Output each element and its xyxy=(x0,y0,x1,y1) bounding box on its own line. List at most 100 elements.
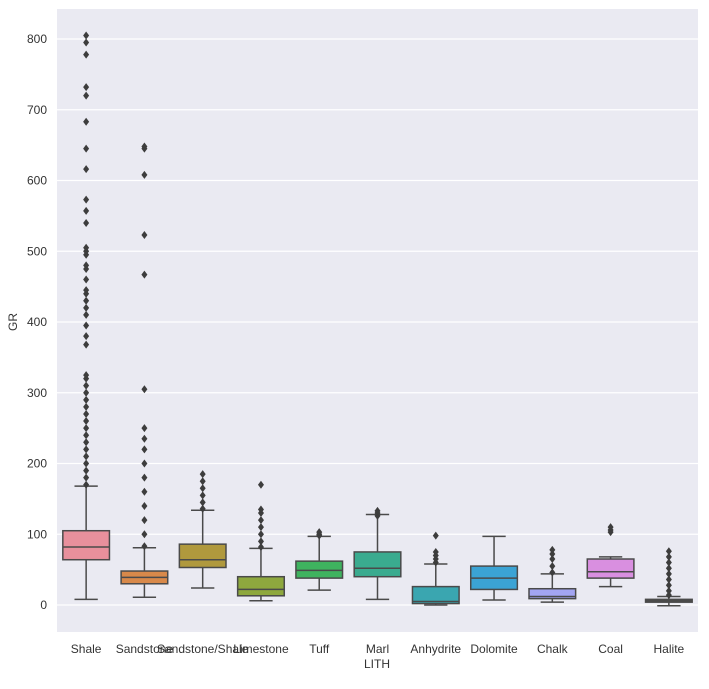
outlier-point xyxy=(83,117,90,126)
outlier-point xyxy=(549,555,556,564)
outlier-point xyxy=(199,484,206,493)
outlier-point xyxy=(432,531,439,540)
outlier-point xyxy=(665,564,672,573)
outlier-point xyxy=(199,504,206,513)
box-halite xyxy=(644,547,693,607)
outlier-point xyxy=(549,568,556,577)
outlier-point xyxy=(141,424,148,433)
outlier-point xyxy=(83,466,90,475)
outlier-point xyxy=(665,586,672,595)
outlier-point xyxy=(141,542,148,551)
outlier-point xyxy=(83,206,90,215)
x-tick-label: Chalk xyxy=(537,642,569,656)
outlier-point xyxy=(83,50,90,59)
box-shale xyxy=(62,31,111,601)
outlier-point xyxy=(141,385,148,394)
outlier-point xyxy=(83,332,90,341)
outlier-point xyxy=(83,296,90,305)
outlier-point xyxy=(665,547,672,556)
outlier-point xyxy=(141,530,148,539)
box-tuff xyxy=(295,528,344,591)
outlier-point xyxy=(83,431,90,440)
outlier-point xyxy=(199,477,206,486)
outlier-point xyxy=(83,417,90,426)
x-tick-label: Sandstone/Shale xyxy=(157,642,249,656)
outlier-point xyxy=(549,550,556,559)
outlier-point xyxy=(83,340,90,349)
outlier-point xyxy=(141,230,148,239)
box-limestone xyxy=(236,480,286,602)
outlier-point xyxy=(83,31,90,40)
x-tick-label: Dolomite xyxy=(470,642,518,656)
outlier-point xyxy=(83,286,90,295)
outlier-point xyxy=(83,438,90,447)
outlier-point xyxy=(141,434,148,443)
box-dolomite xyxy=(469,535,519,601)
outlier-point xyxy=(83,195,90,204)
box-iqr xyxy=(62,529,111,561)
outlier-point xyxy=(257,530,264,539)
outlier-point xyxy=(83,424,90,433)
outlier-point xyxy=(83,310,90,319)
outlier-point xyxy=(83,388,90,397)
outlier-point xyxy=(83,261,90,270)
y-axis-ticks: 0 100 200 300 400 500 600 700 800 xyxy=(27,32,47,612)
outlier-point xyxy=(199,498,206,507)
outlier-point xyxy=(141,459,148,468)
outlier-point xyxy=(83,473,90,482)
outlier-point xyxy=(83,144,90,153)
outlier-point xyxy=(199,491,206,500)
outlier-point xyxy=(83,402,90,411)
box-iqr xyxy=(586,558,635,579)
outlier-point xyxy=(83,303,90,312)
box-series xyxy=(62,31,693,607)
outlier-point xyxy=(83,381,90,390)
outlier-point xyxy=(665,591,672,600)
y-tick-label: 700 xyxy=(27,103,47,117)
outlier-point xyxy=(665,575,672,584)
x-tick-label: Tuff xyxy=(309,642,330,656)
y-tick-label: 500 xyxy=(27,244,47,258)
outlier-point xyxy=(257,523,264,532)
outlier-point xyxy=(83,38,90,47)
outlier-point xyxy=(665,558,672,567)
box-sandstone xyxy=(120,142,169,598)
y-axis-label: GR xyxy=(6,313,20,331)
outlier-point xyxy=(141,270,148,279)
outlier-point xyxy=(83,480,90,489)
y-tick-label: 100 xyxy=(27,527,47,541)
box-sandstone-shale xyxy=(178,470,227,589)
outlier-point xyxy=(141,170,148,179)
y-tick-label: 0 xyxy=(40,598,47,612)
outlier-point xyxy=(83,371,90,380)
outlier-point xyxy=(257,542,264,551)
box-marl xyxy=(353,506,402,601)
outlier-point xyxy=(199,470,206,479)
x-tick-label: Anhydrite xyxy=(410,642,461,656)
outlier-point xyxy=(83,91,90,100)
x-tick-label: Coal xyxy=(598,642,623,656)
outlier-point xyxy=(83,395,90,404)
outlier-point xyxy=(83,83,90,92)
outlier-point xyxy=(549,562,556,571)
outlier-point xyxy=(83,243,90,252)
outlier-point xyxy=(665,552,672,561)
outlier-point xyxy=(83,321,90,330)
outlier-point xyxy=(607,523,614,532)
outlier-point xyxy=(257,480,264,489)
outlier-point xyxy=(83,275,90,284)
outlier-point xyxy=(665,581,672,590)
outlier-point xyxy=(83,445,90,454)
x-tick-label: Sandstone xyxy=(116,642,174,656)
outlier-point xyxy=(141,142,148,151)
y-tick-label: 800 xyxy=(27,32,47,46)
outlier-point xyxy=(257,537,264,546)
outlier-point xyxy=(665,569,672,578)
outlier-point xyxy=(432,547,439,556)
box-iqr xyxy=(528,587,577,600)
outlier-point xyxy=(316,528,323,537)
y-tick-label: 400 xyxy=(27,315,47,329)
outlier-point xyxy=(83,165,90,174)
